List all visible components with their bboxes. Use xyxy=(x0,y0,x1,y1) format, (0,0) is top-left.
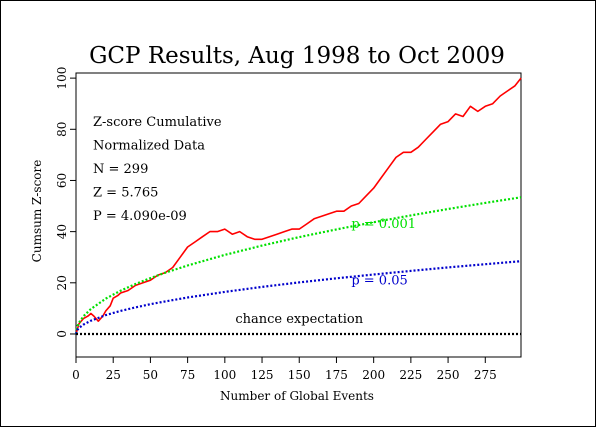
x-tick-label: 275 xyxy=(474,368,497,382)
y-tick-label: 20 xyxy=(55,275,69,290)
series-label-chance: chance expectation xyxy=(235,312,363,327)
stats-line: N = 299 xyxy=(93,162,148,177)
series-label-p001: p = 0.001 xyxy=(351,217,416,232)
stats-line: Z = 5.765 xyxy=(93,186,158,201)
y-tick-label: 100 xyxy=(55,67,69,90)
x-tick-label: 250 xyxy=(437,368,460,382)
chart-title: GCP Results, Aug 1998 to Oct 2009 xyxy=(89,43,505,69)
y-tick-label: 40 xyxy=(55,224,69,239)
y-axis-label: Cumsum Z-score xyxy=(30,160,44,263)
series-line-cumulative xyxy=(75,77,522,335)
y-tick-label: 0 xyxy=(55,330,69,338)
y-tick-label: 80 xyxy=(55,122,69,137)
x-tick-label: 125 xyxy=(251,368,274,382)
series-label-p05: p = 0.05 xyxy=(351,273,407,288)
x-axis-label: Number of Global Events xyxy=(220,389,374,403)
x-tick-label: 50 xyxy=(143,368,158,382)
y-tick-label: 60 xyxy=(55,173,69,188)
series-line-p05 xyxy=(74,260,522,335)
x-tick-label: 0 xyxy=(72,368,80,382)
stats-line: Z-score Cumulative xyxy=(93,115,222,130)
x-tick-label: 225 xyxy=(399,368,422,382)
stats-line: P = 4.090e-09 xyxy=(93,209,187,224)
x-tick-label: 175 xyxy=(325,368,348,382)
stats-line: Normalized Data xyxy=(93,139,205,154)
x-tick-label: 200 xyxy=(362,368,385,382)
x-tick-label: 75 xyxy=(180,368,195,382)
x-tick-label: 150 xyxy=(288,368,311,382)
x-tick-label: 100 xyxy=(213,368,236,382)
series-line-p001 xyxy=(74,196,522,335)
plot-area-border xyxy=(75,72,522,358)
x-tick-label: 25 xyxy=(106,368,121,382)
